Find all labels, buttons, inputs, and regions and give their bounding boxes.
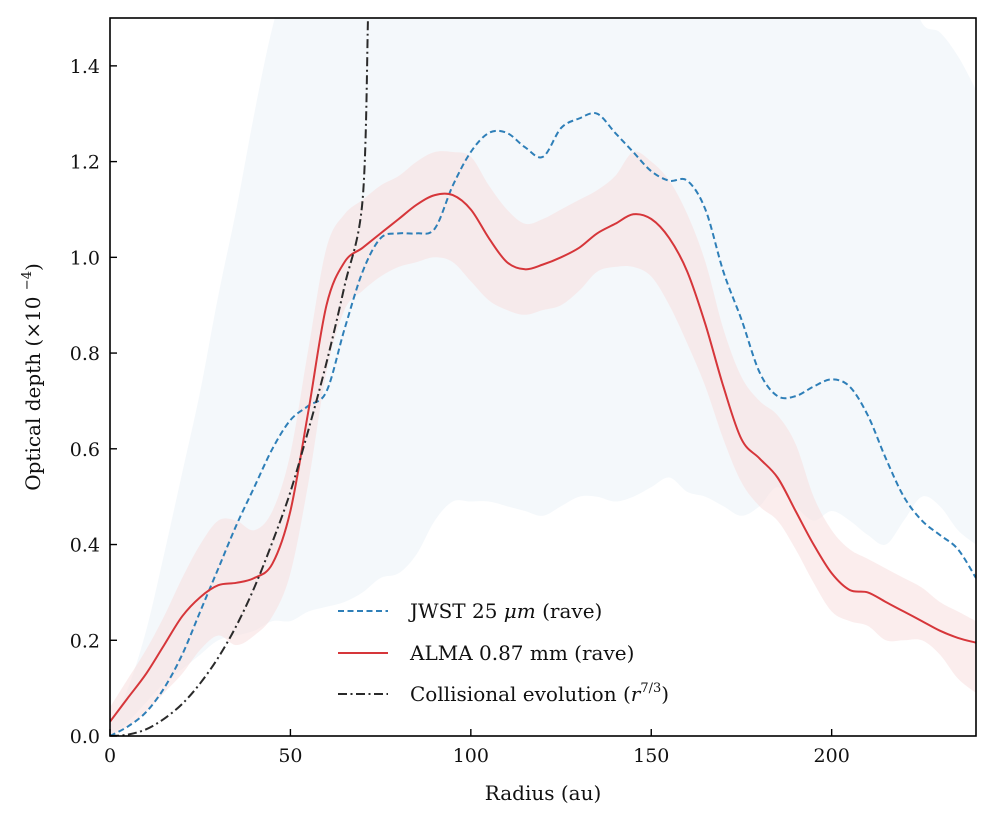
legend-label-collisional: Collisional evolution (r7/3) — [410, 681, 669, 706]
band-alma — [110, 151, 976, 736]
legend: JWST 25 μm (rave) ALMA 0.87 mm (rave) Co… — [338, 599, 669, 706]
x-tick-label: 50 — [278, 745, 302, 767]
series-lines — [110, 18, 976, 736]
y-axis-title-main: Optical depth (×10 — [21, 297, 45, 491]
y-tick-label: 1.4 — [70, 56, 100, 78]
y-axis-title: Optical depth (×10 −4) — [20, 263, 45, 491]
y-tick-label: 0.6 — [70, 439, 100, 461]
legend-label-alma: ALMA 0.87 mm (rave) — [409, 641, 634, 665]
series-line-jwst — [110, 112, 976, 736]
x-tick-label: 150 — [633, 745, 669, 767]
y-axis-title-exponent: −4 — [20, 271, 35, 290]
y-tick-label: 0.2 — [70, 630, 100, 652]
y-axis-title-close: ) — [21, 263, 45, 271]
band-jwst — [110, 18, 976, 736]
legend-label-jwst: JWST 25 μm (rave) — [408, 599, 602, 623]
x-axis-title: Radius (au) — [485, 781, 602, 805]
y-tick-label: 1.0 — [70, 247, 100, 269]
x-axis-ticks: 0 50 100 150 200 — [104, 729, 850, 767]
y-tick-label: 1.2 — [70, 152, 100, 174]
y-tick-label: 0.8 — [70, 343, 100, 365]
series-line-alma — [110, 192, 976, 723]
uncertainty-bands — [110, 18, 976, 736]
x-tick-label: 200 — [814, 745, 850, 767]
series-line-collisional — [110, 18, 369, 736]
plot-frame — [109, 17, 977, 737]
x-tick-label: 0 — [104, 745, 116, 767]
y-axis-ticks: 0.0 0.2 0.4 0.6 0.8 1.0 1.2 1.4 — [70, 56, 117, 748]
x-tick-label: 100 — [453, 745, 489, 767]
y-tick-label: 0.0 — [70, 726, 100, 748]
y-tick-label: 0.4 — [70, 535, 100, 557]
